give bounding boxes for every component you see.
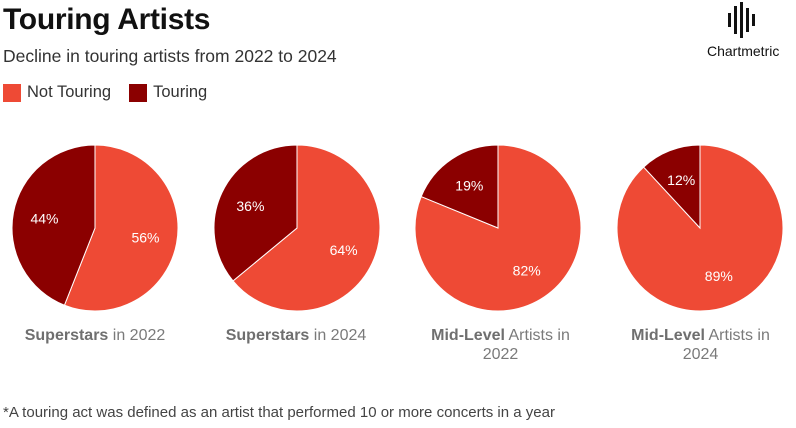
pie-slice-touring	[213, 144, 298, 282]
pie-data-label: 12%	[667, 172, 695, 188]
logo-text: Chartmetric	[707, 43, 780, 59]
pie-slice-not-touring	[616, 144, 784, 312]
pie-slice-touring	[11, 144, 96, 306]
caption-rest: in 2022	[108, 327, 166, 344]
legend: Not Touring Touring	[3, 83, 225, 102]
chart-subtitle: Decline in touring artists from 2022 to …	[3, 46, 337, 66]
pie-slice-not-touring	[232, 144, 381, 312]
pie-data-label: 89%	[705, 268, 733, 284]
legend-item-touring: Touring	[129, 83, 207, 102]
caption-rest: in 2024	[309, 327, 367, 344]
pie-slice-touring	[420, 144, 499, 229]
pie-data-label: 56%	[131, 230, 159, 246]
caption-rest: Artists in 2024	[682, 327, 770, 363]
pie-data-label: 44%	[30, 210, 58, 226]
legend-swatch-not-touring	[3, 83, 21, 102]
legend-label-touring: Touring	[153, 83, 208, 101]
pie-caption-superstars-2022: Superstars in 2022	[15, 326, 175, 345]
pie-data-label: 82%	[513, 263, 541, 279]
pie-caption-superstars-2024: Superstars in 2024	[216, 326, 376, 345]
pie-data-label: 36%	[236, 198, 264, 214]
caption-rest: Artists in 2022	[482, 327, 570, 363]
pie-data-label: 64%	[330, 242, 358, 258]
pie-caption-midlevel-2022: Mid-Level Artists in 2022	[418, 326, 583, 364]
caption-bold: Superstars	[24, 327, 109, 344]
pie-data-label: 19%	[455, 177, 483, 193]
legend-label-not-touring: Not Touring	[27, 83, 112, 101]
footnote: *A touring act was defined as an artist …	[3, 404, 555, 421]
caption-bold: Mid-Level	[431, 327, 505, 344]
pie-caption-midlevel-2024: Mid-Level Artists in 2024	[618, 326, 783, 364]
chart-title: Touring Artists	[3, 3, 211, 36]
caption-bold: Mid-Level	[631, 327, 705, 344]
legend-swatch-touring	[129, 83, 148, 102]
caption-bold: Superstars	[225, 327, 310, 344]
pie-slice-not-touring	[63, 144, 179, 312]
legend-item-not-touring: Not Touring	[3, 83, 111, 102]
waveform-icon	[728, 2, 755, 38]
pie-slice-touring	[642, 144, 701, 230]
